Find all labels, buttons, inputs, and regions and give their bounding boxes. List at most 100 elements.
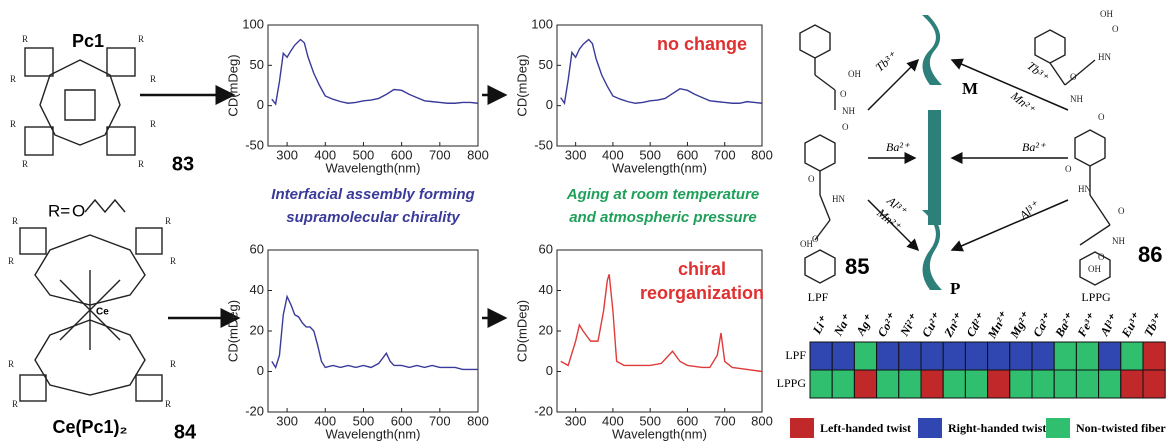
compound-label: LPPG	[1081, 290, 1111, 304]
x-tick-label: 800	[467, 413, 489, 428]
x-tick-label: 800	[751, 147, 773, 162]
annotation: chiral	[678, 259, 726, 279]
x-tick-label: 700	[429, 413, 451, 428]
x-tick-label: 500	[353, 413, 375, 428]
row-label: LPF	[785, 348, 806, 362]
column-label: Mn²⁺	[984, 309, 1011, 342]
substituent: R	[150, 119, 156, 129]
data-line	[560, 274, 763, 373]
table-cell	[1098, 369, 1122, 399]
ion-label: Mn²⁺	[1008, 88, 1039, 117]
butyl-chain	[84, 198, 126, 214]
x-tick-label: 600	[391, 413, 413, 428]
caption: and atmospheric pressure	[569, 209, 757, 226]
substituent: R	[22, 34, 28, 44]
table-cell	[987, 369, 1011, 399]
substituent: R	[10, 74, 16, 84]
atom-label: O	[1118, 206, 1125, 216]
table-cell	[942, 341, 966, 371]
ion-label: Ba²⁺	[886, 140, 911, 154]
x-tick-label: 400	[314, 413, 336, 428]
x-tick-label: 300	[565, 147, 587, 162]
y-tick-label: -50	[534, 137, 553, 152]
table-cell	[942, 369, 966, 399]
x-tick-label: 600	[677, 413, 699, 428]
ce-label: Ce(Pc1)₂	[52, 417, 127, 437]
table-cell	[964, 341, 989, 371]
table-cell	[1142, 341, 1166, 371]
pc1-structure	[24, 47, 136, 156]
atom-label: O	[840, 89, 847, 99]
column-label: Cu²⁺	[919, 310, 944, 340]
table-cell	[876, 369, 900, 399]
fiber-label: M	[962, 79, 978, 98]
substituent: R	[22, 159, 28, 169]
table-cell	[1053, 369, 1077, 399]
atom-label: HN	[1078, 184, 1091, 194]
ion-label: Al³⁺	[1016, 197, 1043, 223]
table-cell	[964, 369, 989, 399]
table-cell	[987, 341, 1011, 371]
table-cell	[1120, 341, 1144, 371]
column-label: Tb³⁺	[1141, 310, 1166, 339]
atom-label: O	[1098, 252, 1105, 262]
caption: supramolecular chirality	[286, 209, 460, 226]
y-tick-label: 100	[531, 16, 553, 31]
y-tick-label: 60	[539, 241, 553, 256]
substituent: R	[170, 359, 176, 369]
atom-label: O	[808, 174, 815, 184]
substituent: R	[8, 359, 14, 369]
legend-swatch	[1046, 418, 1070, 438]
data-line	[271, 294, 478, 371]
plot-frame	[267, 24, 479, 147]
x-tick-label: 400	[314, 147, 336, 162]
atom-label: HN	[832, 194, 845, 204]
table-cell	[1098, 341, 1122, 371]
column-label: Ca²⁺	[1030, 310, 1055, 339]
column-label: Li⁺	[809, 313, 831, 337]
atom-label: O	[1065, 164, 1072, 174]
y-tick-label: 0	[546, 97, 553, 112]
column-label: Na⁺	[830, 311, 854, 338]
table-cell	[898, 341, 922, 371]
atom-label: NH	[842, 106, 855, 116]
column-label: Ni²⁺	[897, 311, 921, 339]
y-tick-label: -20	[534, 403, 553, 418]
column-label: Co²⁺	[875, 310, 900, 339]
legend-label: Non-twisted fiber	[1076, 421, 1166, 435]
row-label: LPPG	[777, 376, 807, 390]
atom-label: OH	[848, 69, 861, 79]
compound-number: 86	[1138, 242, 1162, 267]
atom-label: NH	[1112, 236, 1125, 246]
table-cell	[831, 369, 855, 399]
fiber	[922, 15, 942, 290]
table-cell	[1009, 369, 1033, 399]
x-axis-label: Wavelength(nm)	[612, 426, 707, 441]
table-cell	[1075, 369, 1100, 399]
pc1-label: Pc1	[72, 31, 104, 51]
substituent: R	[138, 34, 144, 44]
fiber-label: P	[950, 279, 960, 298]
annotation: no change	[657, 34, 747, 54]
column-label: Eu³⁺	[1118, 310, 1144, 341]
table-cell	[1142, 369, 1166, 399]
ion-label: Tb³⁺	[873, 48, 901, 74]
x-axis-label: Wavelength(nm)	[326, 426, 421, 441]
x-tick-label: 400	[602, 413, 624, 428]
lppg-structure	[1034, 29, 1111, 286]
x-tick-label: 800	[467, 147, 489, 162]
y-axis-label: CD(mDeg)	[514, 300, 529, 362]
column-label: Ag⁺	[853, 312, 877, 339]
compound-number: 83	[172, 153, 194, 175]
y-tick-label: 60	[250, 241, 264, 256]
x-tick-label: 400	[602, 147, 624, 162]
data-line	[271, 38, 479, 106]
atom-label: NH	[1070, 94, 1083, 104]
x-tick-label: 500	[639, 413, 661, 428]
atom-label: OH	[800, 239, 813, 249]
x-tick-label: 600	[677, 147, 699, 162]
atom-label: O	[1112, 24, 1119, 34]
table-cell	[1031, 369, 1055, 399]
y-axis-label: CD(mDeg)	[514, 54, 529, 116]
